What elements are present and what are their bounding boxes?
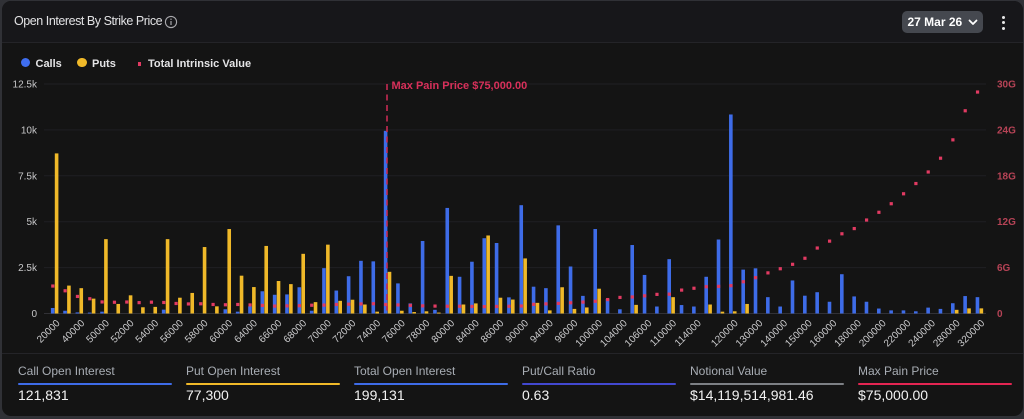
svg-text:56000: 56000 (158, 318, 186, 346)
svg-text:70000: 70000 (306, 318, 334, 346)
svg-text:40000: 40000 (60, 318, 88, 346)
svg-text:24G: 24G (997, 125, 1016, 136)
svg-text:58000: 58000 (183, 318, 211, 346)
svg-text:114000: 114000 (673, 318, 704, 349)
svg-text:86000: 86000 (479, 318, 507, 346)
svg-text:30G: 30G (997, 80, 1016, 91)
svg-text:0: 0 (997, 309, 1003, 320)
svg-text:12G: 12G (997, 217, 1016, 228)
svg-text:2.5k: 2.5k (18, 263, 38, 274)
svg-text:74000: 74000 (356, 318, 384, 346)
svg-text:54000: 54000 (134, 318, 162, 346)
svg-text:68000: 68000 (282, 318, 310, 346)
svg-text:0: 0 (31, 309, 37, 320)
svg-text:78000: 78000 (405, 318, 433, 346)
svg-text:Max Pain Price $75,000.00: Max Pain Price $75,000.00 (392, 80, 528, 92)
svg-text:320000: 320000 (956, 318, 988, 350)
svg-text:6G: 6G (997, 263, 1011, 274)
svg-text:80000: 80000 (430, 318, 458, 346)
svg-text:5k: 5k (26, 217, 38, 228)
svg-text:84000: 84000 (454, 318, 482, 346)
svg-text:106000: 106000 (623, 318, 655, 350)
svg-text:20000: 20000 (35, 318, 63, 346)
svg-text:50000: 50000 (84, 318, 112, 346)
svg-text:72000: 72000 (331, 318, 359, 346)
svg-text:52000: 52000 (109, 318, 137, 346)
svg-text:66000: 66000 (257, 318, 285, 346)
svg-text:90000: 90000 (504, 318, 532, 346)
svg-text:60000: 60000 (208, 318, 236, 346)
svg-text:10k: 10k (21, 125, 38, 136)
svg-text:64000: 64000 (232, 318, 260, 346)
svg-text:12.5k: 12.5k (13, 80, 38, 91)
svg-text:76000: 76000 (380, 318, 408, 346)
svg-text:94000: 94000 (528, 318, 556, 346)
svg-text:7.5k: 7.5k (18, 171, 38, 182)
svg-text:18G: 18G (997, 171, 1016, 182)
